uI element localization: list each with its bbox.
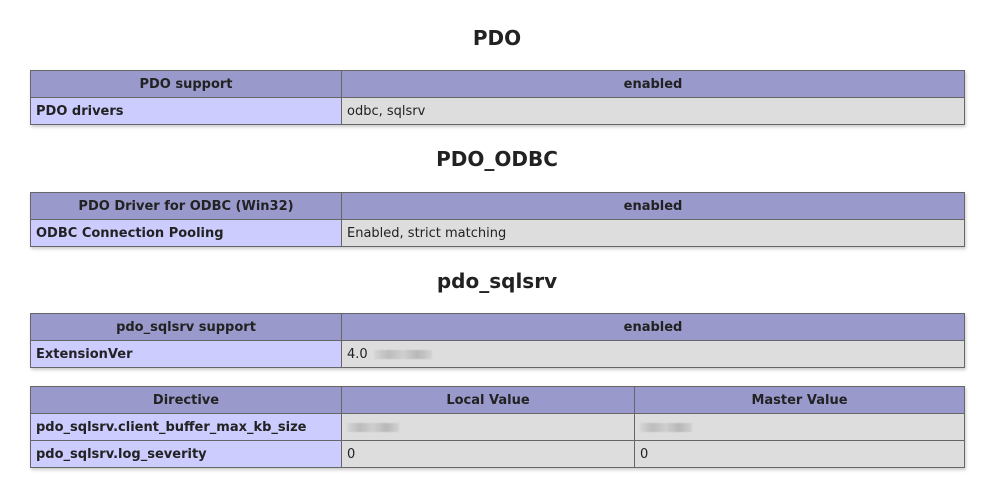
table-row: pdo_sqlsrv.client_buffer_max_kb_size bbox=[30, 413, 965, 441]
table-header-row: PDO support enabled bbox=[30, 70, 965, 98]
row-value: odbc, sqlsrv bbox=[341, 97, 965, 125]
header-cell: PDO support bbox=[30, 70, 342, 98]
header-cell: enabled bbox=[341, 192, 965, 220]
table-header-row: PDO Driver for ODBC (Win32) enabled bbox=[30, 192, 965, 220]
directives-table: Directive Local Value Master Value pdo_s… bbox=[30, 386, 965, 468]
header-cell: enabled bbox=[341, 313, 965, 341]
redacted-local-value bbox=[347, 422, 399, 432]
redacted-master-value bbox=[640, 422, 692, 432]
header-cell-directive: Directive bbox=[30, 386, 342, 414]
header-cell-master-value: Master Value bbox=[634, 386, 965, 414]
header-cell-local-value: Local Value bbox=[341, 386, 635, 414]
section-title-pdo-odbc: PDO_ODBC bbox=[436, 147, 558, 171]
table-row: pdo_sqlsrv.log_severity 0 0 bbox=[30, 440, 965, 468]
row-value: Enabled, strict matching bbox=[341, 219, 965, 247]
row-label: PDO drivers bbox=[30, 97, 342, 125]
redacted-version-suffix bbox=[373, 349, 432, 359]
table-row: ODBC Connection Pooling Enabled, strict … bbox=[30, 219, 965, 247]
table-header-row: Directive Local Value Master Value bbox=[30, 386, 965, 414]
section-title-pdo: PDO bbox=[472, 26, 522, 50]
section-title-pdo-sqlsrv: pdo_sqlsrv bbox=[436, 269, 558, 293]
row-label: ODBC Connection Pooling bbox=[30, 219, 342, 247]
header-cell: PDO Driver for ODBC (Win32) bbox=[30, 192, 342, 220]
table-row: ExtensionVer 4.0 bbox=[30, 340, 965, 368]
extension-version-value: 4.0 bbox=[347, 346, 368, 362]
table-header-row: pdo_sqlsrv support enabled bbox=[30, 313, 965, 341]
pdo-sqlsrv-table: pdo_sqlsrv support enabled ExtensionVer … bbox=[30, 313, 965, 368]
pdo-odbc-table: PDO Driver for ODBC (Win32) enabled ODBC… bbox=[30, 192, 965, 247]
master-value bbox=[634, 413, 965, 441]
row-label: ExtensionVer bbox=[30, 340, 342, 368]
header-cell: enabled bbox=[341, 70, 965, 98]
pdo-table: PDO support enabled PDO drivers odbc, sq… bbox=[30, 70, 965, 125]
header-cell: pdo_sqlsrv support bbox=[30, 313, 342, 341]
row-value: 4.0 bbox=[341, 340, 965, 368]
local-value: 0 bbox=[341, 440, 635, 468]
directive-name: pdo_sqlsrv.client_buffer_max_kb_size bbox=[30, 413, 342, 441]
master-value: 0 bbox=[634, 440, 965, 468]
directive-name: pdo_sqlsrv.log_severity bbox=[30, 440, 342, 468]
table-row: PDO drivers odbc, sqlsrv bbox=[30, 97, 965, 125]
local-value bbox=[341, 413, 635, 441]
